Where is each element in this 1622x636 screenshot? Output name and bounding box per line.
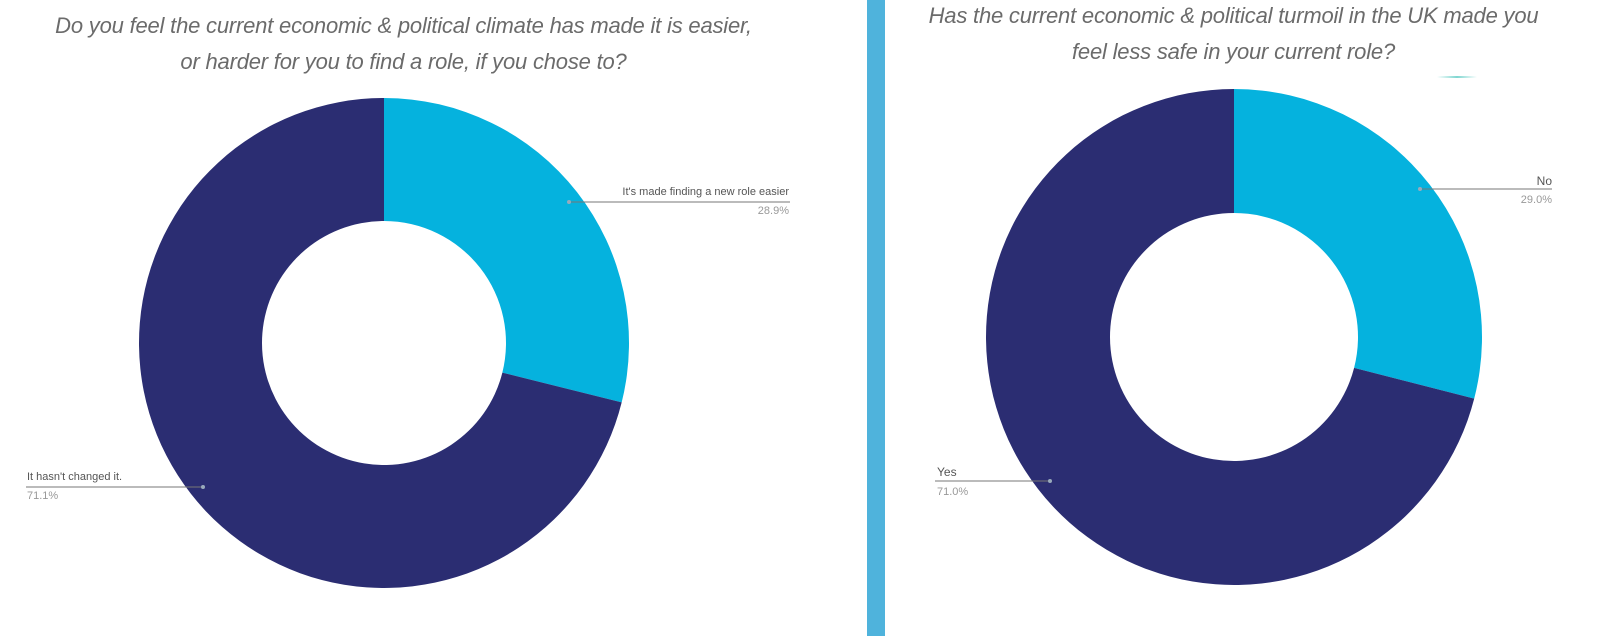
left-title-line-2: or harder for you to find a role, if you… xyxy=(180,49,627,74)
left-donut-chart xyxy=(26,98,790,588)
right-slice-a-pct: 29.0% xyxy=(1520,194,1552,206)
right-title-line-2: feel less safe in your current role? xyxy=(1072,39,1395,64)
left-chart-panel: Do you feel the current economic & polit… xyxy=(0,8,867,588)
right-donut xyxy=(985,89,1482,585)
right-slice-b-label: Yes xyxy=(937,465,957,479)
left-slice-b-pct: 71.1% xyxy=(27,490,59,502)
left-title-line-1: Do you feel the current economic & polit… xyxy=(55,13,752,38)
left-callout-b-dot xyxy=(201,485,205,489)
left-slice-b-label: It hasn't changed it. xyxy=(27,471,123,483)
panel-divider xyxy=(867,0,885,636)
right-callout-b-dot xyxy=(1048,479,1052,483)
right-title-line-1: Has the current economic & political tur… xyxy=(928,3,1539,28)
donut-slice xyxy=(1234,89,1482,399)
right-slice-b-pct: 71.0% xyxy=(937,486,969,498)
left-slice-a-label: It's made finding a new role easier xyxy=(622,186,789,198)
right-slice-a-label: No xyxy=(1536,174,1552,188)
right-callout-a-dot xyxy=(1418,187,1422,191)
left-callout-a-dot xyxy=(567,200,571,204)
donut-slice xyxy=(985,89,1475,585)
donut-slice xyxy=(138,98,622,588)
right-chart-title: Has the current economic & political tur… xyxy=(845,0,1622,70)
decorative-mark xyxy=(1437,76,1477,78)
right-donut-chart xyxy=(935,89,1552,585)
donut-slice xyxy=(384,98,629,403)
left-slice-a-pct: 28.9% xyxy=(757,205,789,217)
right-chart-panel: Has the current economic & political tur… xyxy=(885,0,1622,636)
left-donut xyxy=(138,98,629,588)
left-chart-title: Do you feel the current economic & polit… xyxy=(0,8,867,80)
